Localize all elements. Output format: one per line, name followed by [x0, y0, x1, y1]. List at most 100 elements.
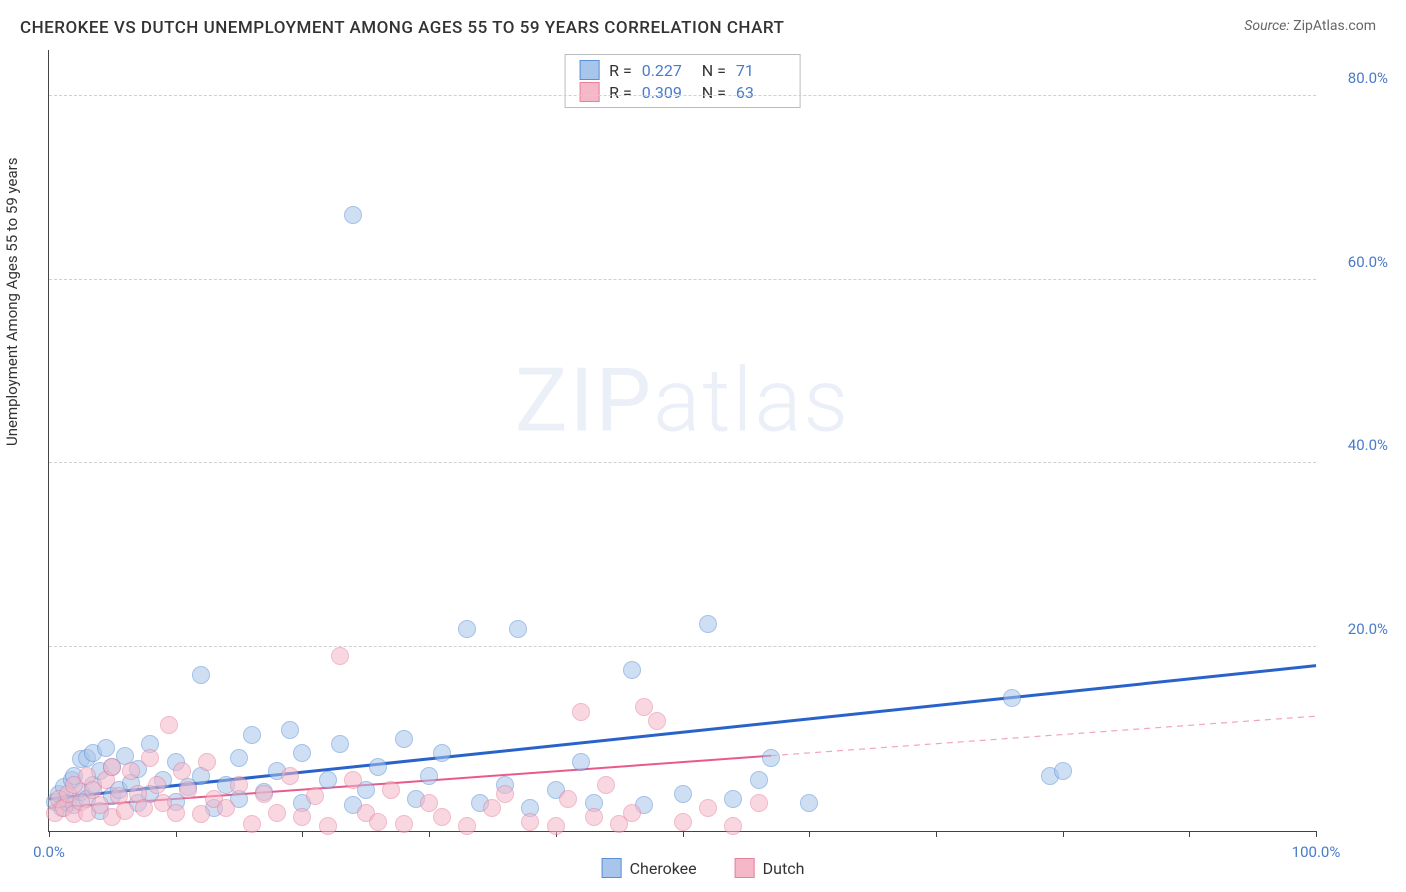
scatter-point [141, 749, 159, 767]
scatter-point [623, 804, 641, 822]
stats-row: R = 0.227 N = 71 [579, 59, 786, 81]
watermark: ZIPatlas [515, 350, 850, 453]
scatter-point [572, 703, 590, 721]
y-tick-label: 40.0% [1348, 436, 1388, 454]
scatter-point [420, 767, 438, 785]
scatter-point [458, 817, 476, 835]
scatter-point [483, 799, 501, 817]
scatter-point [724, 817, 742, 835]
scatter-point [1054, 762, 1072, 780]
scatter-point [648, 712, 666, 730]
stat-r-label: R = [609, 61, 632, 80]
legend-label: Dutch [763, 859, 805, 878]
legend-item: Dutch [735, 858, 805, 878]
stat-r-value: 0.309 [642, 83, 692, 102]
scatter-point [293, 808, 311, 826]
watermark-bold: ZIP [515, 350, 653, 453]
gridline [49, 462, 1316, 463]
legend-item: Cherokee [602, 858, 697, 878]
x-tick [49, 831, 50, 837]
x-tick [302, 831, 303, 837]
scatter-point [395, 815, 413, 833]
legend-label: Cherokee [630, 859, 697, 878]
stats-row: R = 0.309 N = 63 [579, 81, 786, 103]
scatter-point [521, 813, 539, 831]
source-attribution: Source: ZipAtlas.com [1244, 18, 1376, 34]
stat-r-value: 0.227 [642, 61, 692, 80]
x-tick-label: 0.0% [33, 843, 65, 861]
gridline [49, 95, 1316, 96]
scatter-point [268, 804, 286, 822]
x-tick [1189, 831, 1190, 837]
scatter-point [97, 739, 115, 757]
scatter-point [192, 805, 210, 823]
scatter-point [597, 776, 615, 794]
y-tick-label: 60.0% [1348, 253, 1388, 271]
x-tick [429, 831, 430, 837]
scatter-point [509, 620, 527, 638]
stat-n-label: N = [702, 61, 726, 80]
scatter-point [217, 799, 235, 817]
scatter-point [800, 794, 818, 812]
source-value: ZipAtlas.com [1293, 18, 1376, 34]
scatter-point [750, 794, 768, 812]
x-tick [1316, 831, 1317, 837]
scatter-point [192, 666, 210, 684]
chart-legend: Cherokee Dutch [602, 858, 805, 878]
scatter-point [281, 767, 299, 785]
legend-swatch [602, 858, 622, 878]
scatter-point [344, 771, 362, 789]
series-swatch [579, 82, 599, 102]
chart-title: CHEROKEE VS DUTCH UNEMPLOYMENT AMONG AGE… [20, 18, 784, 38]
scatter-point [179, 781, 197, 799]
scatter-point [116, 802, 134, 820]
source-label: Source: [1244, 18, 1289, 34]
gridline [49, 646, 1316, 647]
scatter-point [674, 813, 692, 831]
scatter-point [724, 790, 742, 808]
series-swatch [579, 60, 599, 80]
scatter-point [433, 744, 451, 762]
scatter-point [135, 799, 153, 817]
scatter-point [331, 735, 349, 753]
scatter-point [122, 762, 140, 780]
scatter-point [572, 753, 590, 771]
x-tick [176, 831, 177, 837]
scatter-point [369, 813, 387, 831]
stat-n-value: 63 [736, 83, 786, 102]
gridline [49, 279, 1316, 280]
scatter-point [382, 781, 400, 799]
scatter-point [230, 776, 248, 794]
scatter-point [243, 815, 261, 833]
scatter-point [148, 776, 166, 794]
scatter-point [623, 661, 641, 679]
stat-n-value: 71 [736, 61, 786, 80]
scatter-point [281, 721, 299, 739]
scatter-point [559, 790, 577, 808]
stat-n-label: N = [702, 83, 726, 102]
legend-swatch [735, 858, 755, 878]
scatter-point [293, 744, 311, 762]
scatter-point [762, 749, 780, 767]
trend-lines-layer [49, 50, 1316, 831]
scatter-point [674, 785, 692, 803]
y-tick-label: 20.0% [1348, 620, 1388, 638]
scatter-point [103, 758, 121, 776]
scatter-point [547, 817, 565, 835]
trend-line-dashed [771, 716, 1316, 756]
scatter-point [319, 771, 337, 789]
scatter-point [230, 749, 248, 767]
scatter-point [331, 647, 349, 665]
scatter-point [458, 620, 476, 638]
scatter-point [369, 758, 387, 776]
x-tick [1063, 831, 1064, 837]
x-tick [683, 831, 684, 837]
scatter-point [255, 785, 273, 803]
scatter-point [395, 730, 413, 748]
stat-r-label: R = [609, 83, 632, 102]
x-tick [809, 831, 810, 837]
scatter-point [699, 799, 717, 817]
watermark-light: atlas [653, 350, 850, 453]
scatter-point [496, 785, 514, 803]
x-tick-label: 100.0% [1292, 843, 1341, 861]
